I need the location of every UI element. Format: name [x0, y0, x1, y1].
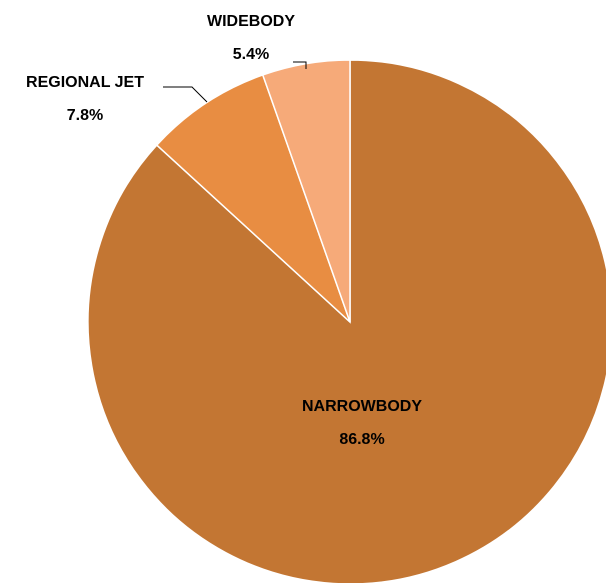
leader-line-widebody	[293, 61, 307, 69]
slice-label-widebody: WIDEBODY	[207, 13, 295, 30]
slice-label-regional-jet: REGIONAL JET	[26, 74, 144, 91]
pie-slice-regional-jet	[155, 73, 351, 323]
pie-slice-narrowbody	[87, 59, 606, 583]
slice-label-narrowbody: NARROWBODY	[302, 398, 422, 415]
slice-value-narrowbody: 86.8%	[339, 431, 384, 448]
slice-value-widebody: 5.4%	[233, 46, 269, 63]
slice-value-regional-jet: 7.8%	[67, 107, 103, 124]
leader-line-regional-jet	[163, 86, 208, 103]
pie-slices	[87, 59, 606, 583]
